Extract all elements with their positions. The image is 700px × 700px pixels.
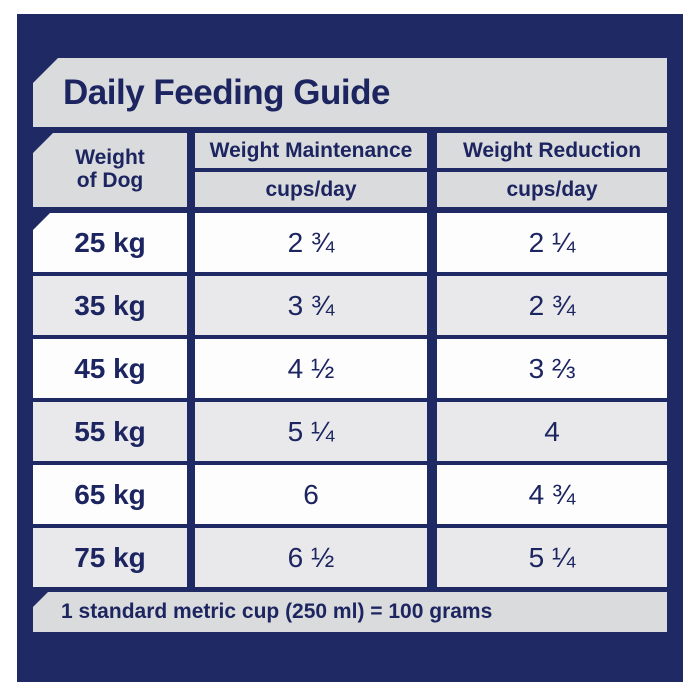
- weight-cell: 75 kg: [33, 528, 187, 587]
- maintenance-header-group: Weight Maintenance cups/day: [195, 133, 427, 207]
- maintenance-cell: 3 ¾: [195, 276, 427, 335]
- reduction-cell: 4: [437, 402, 667, 461]
- feeding-table-body: 25 kg 2 ¾ 2 ¼ 35 kg 3 ¾ 2 ¾ 45 kg 4 ½ 3 …: [33, 213, 667, 587]
- maintenance-cell: 6 ½: [195, 528, 427, 587]
- table-row: 25 kg 2 ¾ 2 ¼: [33, 213, 667, 272]
- maintenance-cell: 5 ¼: [195, 402, 427, 461]
- maintenance-unit-label: cups/day: [195, 172, 427, 207]
- reduction-header: Weight Reduction: [437, 133, 667, 168]
- feeding-guide-title: Daily Feeding Guide: [33, 58, 667, 127]
- reduction-cell: 4 ¾: [437, 465, 667, 524]
- cup-conversion-note: 1 standard metric cup (250 ml) = 100 gra…: [33, 592, 667, 632]
- weight-cell: 65 kg: [33, 465, 187, 524]
- reduction-cell: 2 ¼: [437, 213, 667, 272]
- weight-of-dog-header: Weight of Dog: [33, 133, 187, 207]
- reduction-unit-label: cups/day: [437, 172, 667, 207]
- feeding-guide-panel: Daily Feeding Guide Weight of Dog Weight…: [17, 14, 683, 682]
- maintenance-cell: 4 ½: [195, 339, 427, 398]
- weight-cell: 25 kg: [33, 213, 187, 272]
- table-row: 35 kg 3 ¾ 2 ¾: [33, 276, 667, 335]
- weight-header-line2: of Dog: [76, 169, 144, 192]
- maintenance-cell: 6: [195, 465, 427, 524]
- maintenance-header: Weight Maintenance: [195, 133, 427, 168]
- weight-header-line1: Weight: [75, 146, 145, 170]
- table-row: 45 kg 4 ½ 3 ⅔: [33, 339, 667, 398]
- reduction-header-group: Weight Reduction cups/day: [437, 133, 667, 207]
- weight-cell: 35 kg: [33, 276, 187, 335]
- table-row: 65 kg 6 4 ¾: [33, 465, 667, 524]
- reduction-cell: 2 ¾: [437, 276, 667, 335]
- reduction-cell: 3 ⅔: [437, 339, 667, 398]
- reduction-cell: 5 ¼: [437, 528, 667, 587]
- maintenance-cell: 2 ¾: [195, 213, 427, 272]
- table-row: 55 kg 5 ¼ 4: [33, 402, 667, 461]
- table-row: 75 kg 6 ½ 5 ¼: [33, 528, 667, 587]
- weight-cell: 45 kg: [33, 339, 187, 398]
- weight-cell: 55 kg: [33, 402, 187, 461]
- table-header-row: Weight of Dog Weight Maintenance cups/da…: [33, 133, 667, 207]
